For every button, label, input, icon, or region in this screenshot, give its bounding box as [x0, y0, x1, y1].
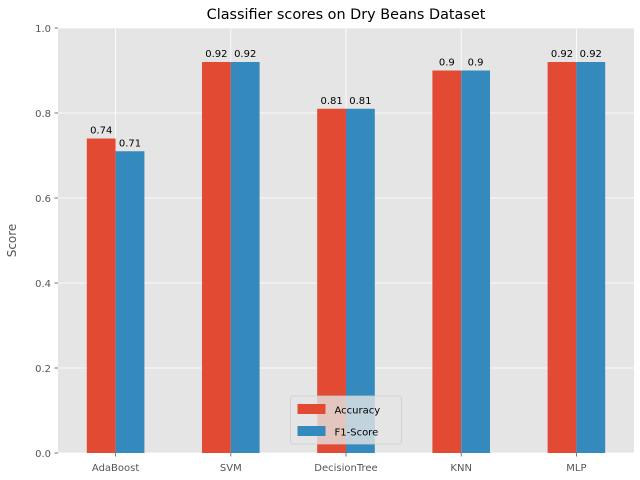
x-tick-label: SVM — [220, 463, 242, 474]
y-axis-label: Score — [5, 224, 19, 258]
y-tick-label: 0.4 — [35, 279, 51, 290]
x-tick-label: MLP — [566, 463, 586, 474]
bar-accuracy — [202, 62, 231, 453]
y-tick-label: 0.2 — [35, 364, 51, 375]
bar-accuracy — [547, 62, 577, 453]
bar-value-label: 0.9 — [468, 58, 484, 69]
bar-f1-score — [461, 70, 490, 453]
y-axis-ticks: 0.0 0.2 0.4 0.6 0.8 1.0 — [35, 24, 58, 460]
bar-value-label: 0.74 — [90, 126, 112, 137]
legend: Accuracy F1-Score — [290, 395, 402, 445]
bar-value-label: 0.9 — [439, 58, 455, 69]
x-tick-label: DecisionTree — [314, 463, 377, 474]
bar-value-label: 0.92 — [205, 49, 227, 60]
legend-swatch — [297, 426, 326, 436]
bar-f1-score — [115, 151, 145, 453]
bar-value-label: 0.92 — [551, 49, 573, 60]
legend-swatch — [297, 404, 326, 414]
x-tick-label: AdaBoost — [92, 463, 139, 474]
bar-value-label: 0.81 — [349, 96, 371, 107]
bar-accuracy — [86, 138, 116, 453]
bar-value-label: 0.71 — [119, 138, 141, 149]
bar-value-label: 0.92 — [580, 49, 602, 60]
y-tick-label: 1.0 — [35, 24, 51, 35]
y-tick-label: 0.8 — [35, 109, 51, 120]
bar-f1-score — [576, 62, 606, 453]
legend-label: Accuracy — [335, 406, 381, 417]
x-tick-label: KNN — [450, 463, 472, 474]
legend-label: F1-Score — [335, 428, 379, 439]
bar-value-label: 0.81 — [320, 96, 342, 107]
bar-accuracy — [432, 70, 462, 453]
data-labels: 0.74 0.92 0.81 0.9 0.92 0.71 0.92 0.81 0.9 0.92 — [90, 49, 602, 149]
bar-f1-score — [230, 62, 260, 453]
bar-value-label: 0.92 — [234, 49, 256, 60]
x-axis-ticks: AdaBoost SVM DecisionTree KNN MLP — [92, 453, 587, 474]
y-tick-label: 0.6 — [35, 194, 51, 205]
y-tick-label: 0.0 — [35, 449, 51, 460]
chart-title: Classifier scores on Dry Beans Dataset — [207, 7, 486, 23]
